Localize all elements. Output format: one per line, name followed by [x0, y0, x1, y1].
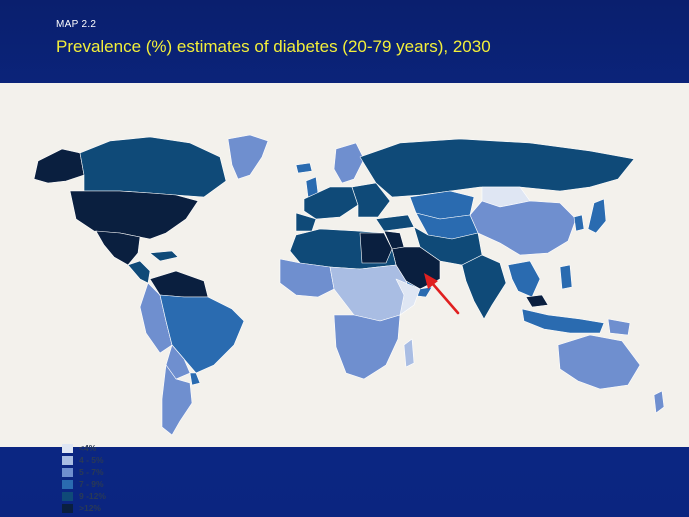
legend-item: 9 -12%	[62, 490, 106, 502]
legend-swatch	[62, 491, 73, 501]
region-southern-africa	[333, 314, 401, 380]
region-indonesia	[521, 308, 605, 334]
region-japan	[587, 198, 607, 234]
region-turkey	[375, 214, 415, 232]
region-north-south-america	[149, 270, 209, 298]
legend-item: 5 - 7%	[62, 466, 106, 478]
region-india	[461, 254, 507, 320]
region-philippines	[559, 264, 573, 290]
region-papua	[607, 318, 631, 336]
region-greenland	[227, 134, 269, 180]
region-brazil	[159, 294, 245, 374]
region-caribbean	[149, 250, 179, 262]
region-korea	[573, 214, 585, 232]
pointer-arrow	[424, 273, 460, 315]
region-mexico	[95, 230, 141, 266]
region-malaysia	[525, 294, 549, 308]
region-se-asia	[507, 260, 541, 298]
region-scandinavia	[333, 142, 365, 184]
region-uruguay	[189, 372, 201, 386]
region-iceland	[295, 162, 313, 174]
legend-item: 4 - 5%	[62, 454, 106, 466]
world-map-panel: <4% 4 - 5% 5 - 7% 7 - 9% 9 -12% >12%	[0, 83, 689, 513]
slide-title: Prevalence (%) estimates of diabetes (20…	[56, 37, 491, 56]
legend-swatch	[62, 503, 73, 513]
region-horn-of-africa	[395, 278, 421, 316]
region-central-america	[127, 260, 151, 284]
region-west-africa	[279, 258, 335, 298]
legend-item: 7 - 9%	[62, 478, 106, 490]
region-china	[469, 200, 577, 256]
legend-item: >12%	[62, 502, 106, 514]
region-russia	[359, 138, 635, 198]
legend-swatch	[62, 443, 73, 453]
region-southern-cone	[161, 364, 193, 436]
region-egypt	[359, 232, 393, 264]
region-alaska	[33, 148, 85, 184]
region-new-zealand	[653, 390, 665, 414]
region-usa	[69, 190, 199, 240]
region-western-europe	[303, 186, 359, 220]
legend-swatch	[62, 479, 73, 489]
legend: <4% 4 - 5% 5 - 7% 7 - 9% 9 -12% >12%	[62, 442, 106, 514]
world-map	[33, 134, 665, 436]
region-central-africa	[329, 264, 411, 322]
legend-swatch	[62, 455, 73, 465]
legend-item: <4%	[62, 442, 106, 454]
legend-swatch	[62, 467, 73, 477]
region-australia	[557, 334, 641, 390]
map-number-label: MAP 2.2	[56, 19, 97, 30]
region-bolivia	[165, 344, 191, 380]
region-madagascar	[403, 338, 415, 368]
region-canada	[79, 136, 227, 198]
